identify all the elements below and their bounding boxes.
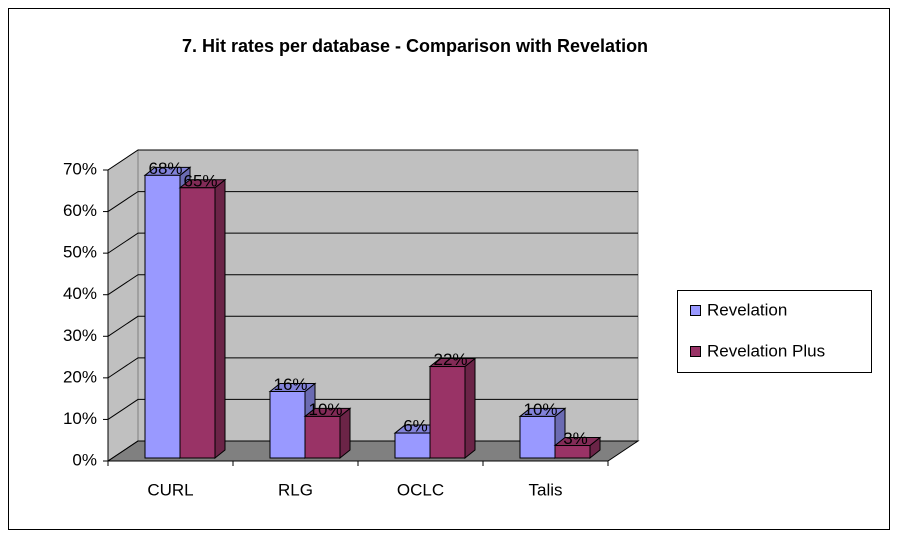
value-label: 6%	[403, 417, 428, 436]
y-tick-label: 30%	[63, 326, 97, 345]
legend-label: Revelation	[707, 300, 787, 319]
grid-line	[107, 191, 638, 212]
bar-front	[269, 390, 306, 459]
grid-line	[107, 274, 638, 296]
y-tick-label: 50%	[63, 243, 97, 262]
legend-swatch	[690, 346, 701, 357]
bar-front	[554, 445, 591, 459]
bar-front	[179, 187, 216, 459]
bar-front	[394, 432, 431, 459]
x-tick-label: RLG	[278, 480, 313, 499]
value-label: 10%	[523, 400, 557, 419]
y-tick-label: 0%	[72, 450, 97, 469]
grid-line	[107, 149, 638, 171]
value-label: 10%	[308, 400, 342, 419]
legend-swatch	[690, 305, 701, 316]
x-tick-label: CURL	[147, 480, 193, 499]
side-wall	[107, 149, 139, 462]
value-label: 3%	[563, 429, 588, 448]
bar-front	[519, 415, 556, 459]
value-label: 68%	[148, 159, 182, 178]
legend-box	[677, 290, 872, 373]
bar-front	[304, 415, 341, 459]
grid-line	[107, 315, 638, 337]
grid-line	[107, 232, 638, 254]
bar-front	[429, 366, 466, 459]
bar	[178, 178, 227, 460]
bar	[428, 357, 477, 460]
y-tick-label: 70%	[63, 159, 97, 178]
value-label: 65%	[183, 171, 217, 190]
chart-title: 7. Hit rates per database - Comparison w…	[181, 36, 649, 56]
x-tick-label: OCLC	[397, 480, 444, 499]
bar	[303, 407, 352, 460]
bar-front	[144, 174, 181, 459]
y-tick-label: 10%	[63, 409, 97, 428]
legend-label: Revelation Plus	[707, 341, 825, 360]
y-tick-label: 60%	[63, 201, 97, 220]
bar	[553, 436, 602, 460]
y-tick-label: 40%	[63, 284, 97, 303]
bar-side	[214, 178, 226, 460]
x-tick-label: Talis	[528, 480, 562, 499]
plot-area: 0% 10% 20% 30% 40% 50% 60% 70% CURL RLG OCLC Talis 6…	[63, 149, 640, 499]
value-label: 22%	[433, 350, 467, 369]
y-tick-label: 20%	[63, 367, 97, 386]
value-label: 16%	[273, 375, 307, 394]
bar-side	[464, 357, 476, 460]
grid-line	[107, 357, 638, 379]
